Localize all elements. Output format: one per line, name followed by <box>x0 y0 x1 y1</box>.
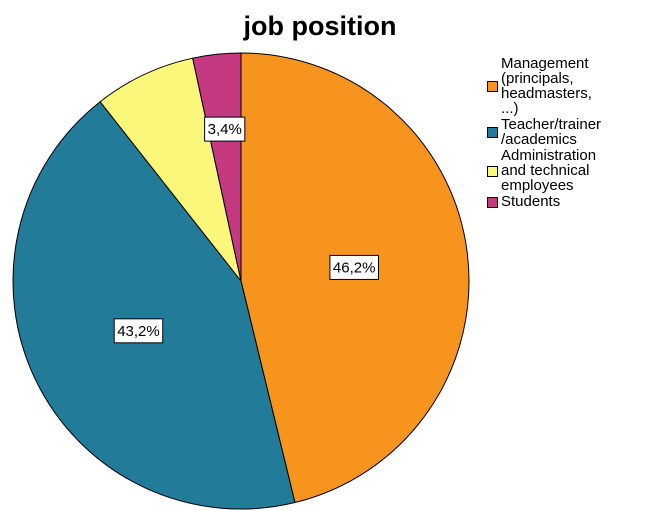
legend-swatch <box>487 127 498 138</box>
legend-item: Administration and technical employees <box>487 148 607 193</box>
data-label: 43,2% <box>113 318 164 344</box>
legend-swatch <box>487 165 498 177</box>
chart-title: job position <box>243 11 397 41</box>
legend-label: Teacher/trainer/academics <box>501 116 602 148</box>
pie-slice <box>12 101 296 510</box>
data-label-text: 43,2% <box>117 323 160 340</box>
data-label: 46,2% <box>329 254 379 280</box>
pie-slice <box>192 52 242 282</box>
data-label: 3,4% <box>204 116 246 142</box>
legend-label: Management (principals, headmasters, ...… <box>501 55 592 117</box>
legend: Management (principals, headmasters, ...… <box>487 56 607 210</box>
legend-item: Management (principals, headmasters, ...… <box>487 56 607 116</box>
data-label-box <box>113 318 164 344</box>
legend-swatch <box>487 196 498 208</box>
legend-swatch <box>487 81 498 92</box>
legend-label: Students <box>501 193 561 210</box>
legend-item: Teacher/trainer/academics <box>487 117 607 147</box>
data-label-text: 3,4% <box>208 121 242 138</box>
data-label-box <box>204 116 246 142</box>
legend-item: Students <box>487 194 607 209</box>
legend-label: Administration and technical employees <box>501 147 597 194</box>
data-label-text: 46,2% <box>333 259 376 276</box>
data-label-box <box>329 254 379 280</box>
pie-slice <box>99 57 242 282</box>
